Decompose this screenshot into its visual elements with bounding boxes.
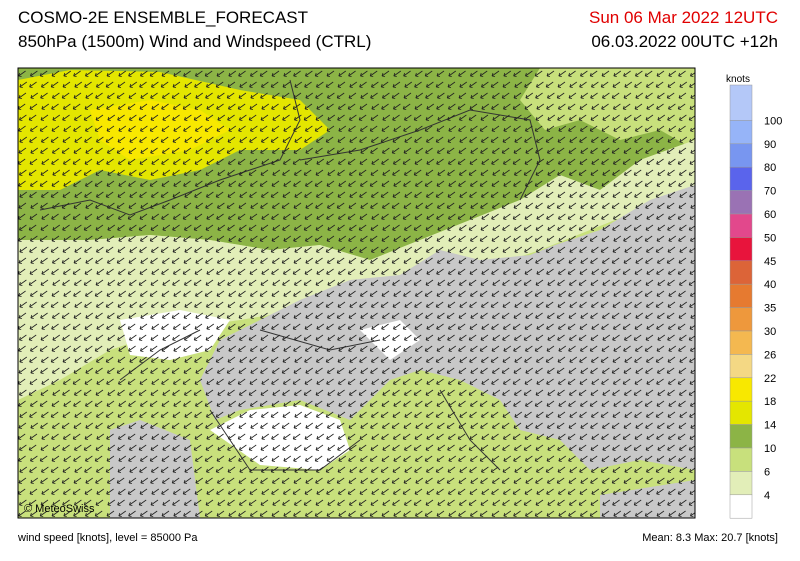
colorbar-label: 35 bbox=[764, 303, 776, 315]
zone-white bbox=[120, 310, 420, 360]
colorbar-label: 50 bbox=[764, 232, 776, 244]
colorbar-label: 60 bbox=[764, 209, 776, 221]
colorbar-swatch bbox=[729, 213, 753, 238]
colorbar-swatch bbox=[729, 84, 753, 121]
map-frame bbox=[17, 67, 696, 519]
colorbar-unit: knots bbox=[726, 74, 750, 85]
colorbar-label: 6 bbox=[764, 466, 770, 478]
borders bbox=[39, 79, 541, 471]
footer-variable: wind speed [knots], level = 85000 Pa bbox=[18, 532, 198, 544]
colorbar-swatch bbox=[729, 400, 753, 425]
wind-arrows bbox=[18, 70, 695, 517]
colorbar-label: 70 bbox=[764, 186, 776, 198]
zone-bright-yellow bbox=[90, 100, 230, 160]
colorbar-swatch bbox=[729, 424, 753, 449]
zone-light-green bbox=[520, 68, 695, 150]
colorbar-swatch bbox=[729, 283, 753, 308]
colorbar-label: 22 bbox=[764, 373, 776, 385]
colorbar-swatch bbox=[729, 143, 753, 168]
colorbar-swatch bbox=[729, 447, 753, 472]
map bbox=[18, 68, 695, 518]
colorbar-swatch bbox=[729, 377, 753, 402]
colorbar-label: 80 bbox=[764, 162, 776, 174]
zone-white-south bbox=[210, 405, 350, 470]
colorbar-label: 26 bbox=[764, 349, 776, 361]
colorbar: 100 90 80 70 60 50 45 40 35 30 26 22 18 14 10 6 4 bbox=[729, 84, 782, 519]
footer-stats: Mean: 8.3 Max: 20.7 [knots] bbox=[642, 532, 778, 544]
zone-gray-south bbox=[110, 420, 695, 518]
colorbar-label: 45 bbox=[764, 256, 776, 268]
colorbar-swatch bbox=[729, 237, 753, 262]
colorbar-label: 14 bbox=[764, 420, 776, 432]
run-time: 06.03.2022 00UTC +12h bbox=[591, 32, 778, 51]
colorbar-swatch bbox=[729, 166, 753, 191]
colorbar-swatch bbox=[729, 471, 753, 496]
colorbar-swatch bbox=[729, 190, 753, 215]
credit: © MeteoSwiss bbox=[24, 503, 95, 515]
colorbar-swatch bbox=[729, 120, 753, 145]
colorbar-label: 30 bbox=[764, 326, 776, 338]
colorbar-label: 18 bbox=[764, 396, 776, 408]
colorbar-swatch bbox=[729, 307, 753, 332]
colorbar-swatch bbox=[729, 354, 753, 379]
colorbar-label: 100 bbox=[764, 115, 782, 127]
zone-pale-green bbox=[18, 140, 695, 400]
colorbar-label: 4 bbox=[764, 490, 770, 502]
valid-time: Sun 06 Mar 2022 12UTC bbox=[589, 8, 778, 27]
colorbar-label: 90 bbox=[764, 139, 776, 151]
subtitle: 850hPa (1500m) Wind and Windspeed (CTRL) bbox=[18, 32, 372, 51]
zone-gray bbox=[200, 185, 695, 470]
colorbar-swatch bbox=[729, 260, 753, 285]
colorbar-swatch bbox=[729, 494, 753, 519]
colorbar-label: 10 bbox=[764, 443, 776, 455]
colorbar-swatch bbox=[729, 330, 753, 355]
colorbar-label: 40 bbox=[764, 279, 776, 291]
title: COSMO-2E ENSEMBLE_FORECAST bbox=[18, 8, 309, 27]
